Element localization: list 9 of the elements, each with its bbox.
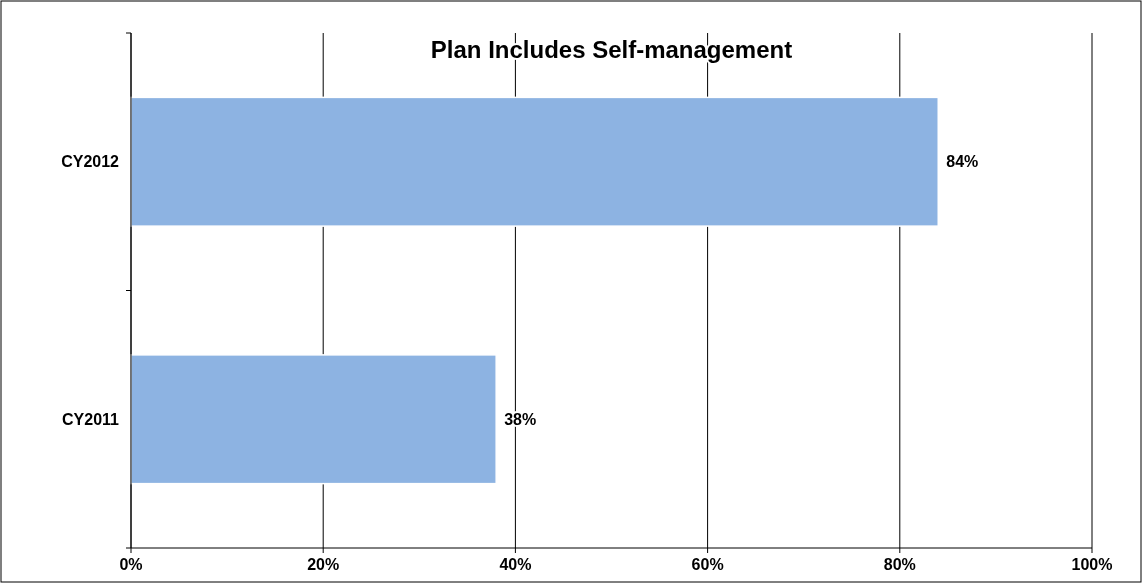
y-tick-label: CY2012 [61,153,120,171]
x-tick-label: 100% [1071,556,1113,573]
x-tick-label: 60% [691,556,724,573]
y-tick-label: CY2011 [62,410,120,428]
x-tick-label: 20% [307,556,340,573]
x-tick-label: 0% [119,556,143,573]
x-tick-label: 40% [499,556,532,573]
data-label: 84% [946,153,979,171]
x-tick-label: 80% [883,556,916,573]
